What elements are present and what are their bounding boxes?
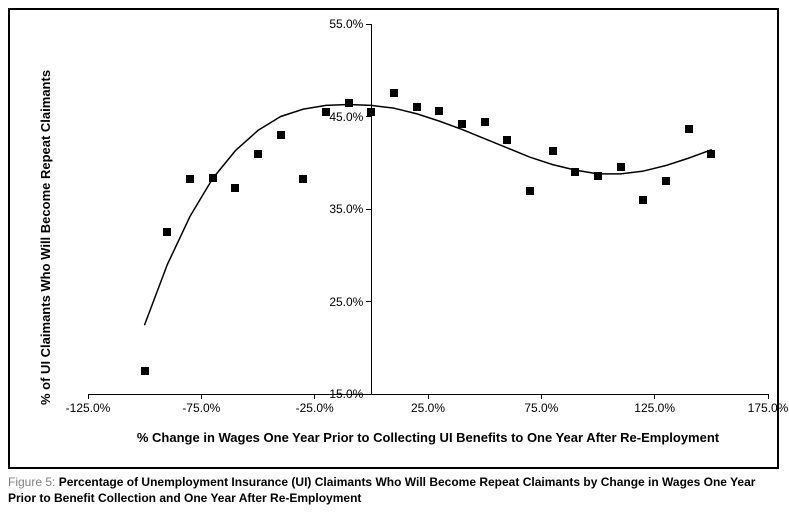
- x-tick-label: -25.0%: [296, 401, 334, 415]
- scatter-marker: [231, 184, 239, 192]
- x-tick-label: 175.0%: [748, 401, 789, 415]
- figure-caption-text: Percentage of Unemployment Insurance (UI…: [8, 475, 755, 505]
- x-tick-mark: [201, 394, 202, 399]
- scatter-marker: [163, 228, 171, 236]
- scatter-marker: [662, 177, 670, 185]
- scatter-marker: [390, 89, 398, 97]
- x-tick-label: 25.0%: [411, 401, 445, 415]
- scatter-marker: [549, 147, 557, 155]
- scatter-marker: [299, 175, 307, 183]
- x-tick-label: 75.0%: [524, 401, 558, 415]
- x-tick-mark: [541, 394, 542, 399]
- x-tick-label: -75.0%: [182, 401, 220, 415]
- fitted-curve: [88, 24, 768, 394]
- scatter-marker: [594, 172, 602, 180]
- scatter-marker: [277, 131, 285, 139]
- scatter-marker: [367, 108, 375, 116]
- y-axis-title: % of UI Claimants Who Will Become Repeat…: [38, 70, 53, 405]
- scatter-marker: [141, 367, 149, 375]
- scatter-marker: [503, 136, 511, 144]
- chart-frame: % of UI Claimants Who Will Become Repeat…: [8, 8, 779, 469]
- scatter-marker: [707, 150, 715, 158]
- x-tick-mark: [314, 394, 315, 399]
- x-tick-label: 125.0%: [634, 401, 675, 415]
- scatter-marker: [481, 118, 489, 126]
- x-tick-mark: [428, 394, 429, 399]
- x-tick-mark: [768, 394, 769, 399]
- scatter-marker: [526, 187, 534, 195]
- scatter-marker: [571, 168, 579, 176]
- figure-caption: Figure 5: Percentage of Unemployment Ins…: [8, 475, 779, 506]
- scatter-marker: [209, 174, 217, 182]
- scatter-marker: [617, 163, 625, 171]
- scatter-marker: [186, 175, 194, 183]
- scatter-marker: [458, 120, 466, 128]
- scatter-marker: [254, 150, 262, 158]
- scatter-marker: [435, 107, 443, 115]
- plot-area: -125.0%-75.0%-25.0%25.0%75.0%125.0%175.0…: [88, 24, 768, 394]
- scatter-marker: [413, 103, 421, 111]
- scatter-marker: [345, 99, 353, 107]
- x-tick-mark: [654, 394, 655, 399]
- figure-label: Figure 5:: [8, 475, 59, 489]
- scatter-marker: [322, 108, 330, 116]
- scatter-marker: [639, 196, 647, 204]
- x-axis-title: % Change in Wages One Year Prior to Coll…: [88, 430, 768, 445]
- x-tick-label: -125.0%: [66, 401, 111, 415]
- scatter-marker: [685, 125, 693, 133]
- x-tick-mark: [88, 394, 89, 399]
